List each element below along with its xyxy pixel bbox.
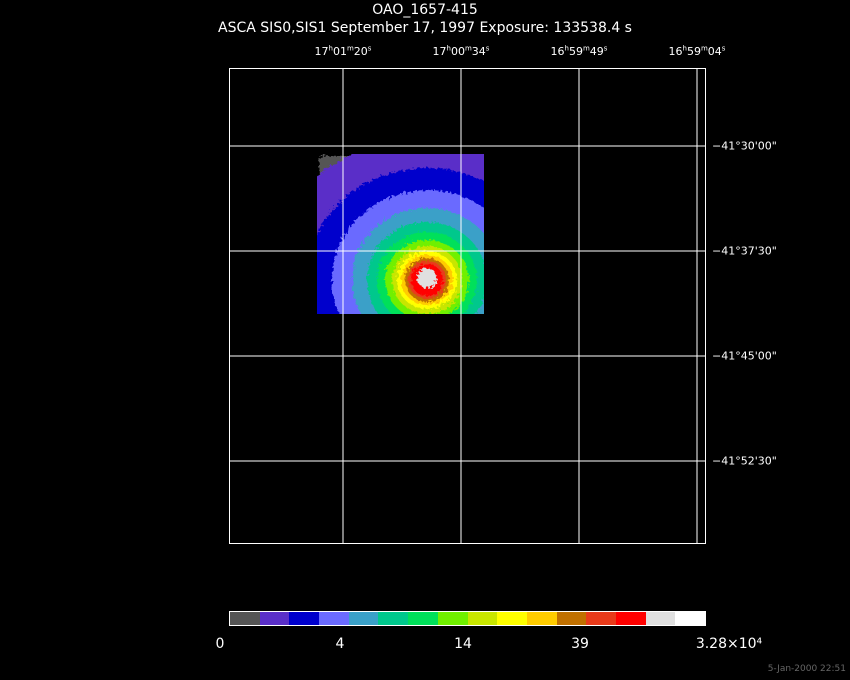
color-scale-tick-label: 39 (571, 636, 589, 652)
color-swatch (348, 612, 379, 625)
dec-tick-label: −41°52'30" (712, 454, 777, 468)
color-swatch (289, 612, 320, 625)
coordinate-grid (229, 68, 706, 544)
color-swatch (526, 612, 557, 625)
color-swatch (586, 612, 616, 625)
color-scale-tick-label: 14 (454, 636, 472, 652)
dec-tick-label: −41°45'00" (712, 349, 777, 363)
color-scale-tick-label: 4 (335, 636, 345, 652)
color-swatch (556, 612, 587, 625)
color-swatch (675, 612, 705, 625)
color-swatch (319, 612, 349, 625)
color-swatch (615, 612, 646, 625)
color-swatch (497, 612, 527, 625)
image-title: OAO_1657-415 (372, 2, 478, 18)
dec-tick-label: −41°37'30" (712, 244, 777, 258)
color-swatch (437, 612, 468, 625)
image-subtitle: ASCA SIS0,SIS1 September 17, 1997 Exposu… (218, 20, 632, 36)
dec-tick-label: −41°30'00" (712, 139, 777, 153)
color-swatch (408, 612, 438, 625)
color-swatch (467, 612, 498, 625)
ra-tick-label: 16h59m49s (550, 44, 608, 58)
color-scale-tick-label: 3.28×10⁴ (695, 636, 763, 652)
ra-tick-label: 17h00m34s (432, 44, 490, 58)
xray-emission (317, 154, 484, 314)
color-swatch (645, 612, 676, 625)
ra-tick-label: 17h01m20s (314, 44, 372, 58)
ra-tick-label: 16h59m04s (668, 44, 726, 58)
sky-image-plot (229, 68, 706, 544)
color-swatch (259, 612, 290, 625)
color-swatch (230, 612, 260, 625)
color-scale-bar (229, 611, 706, 626)
color-scale-tick-label: 0 (215, 636, 225, 652)
color-swatch (378, 612, 409, 625)
timestamp: 5-Jan-2000 22:51 (767, 664, 846, 674)
